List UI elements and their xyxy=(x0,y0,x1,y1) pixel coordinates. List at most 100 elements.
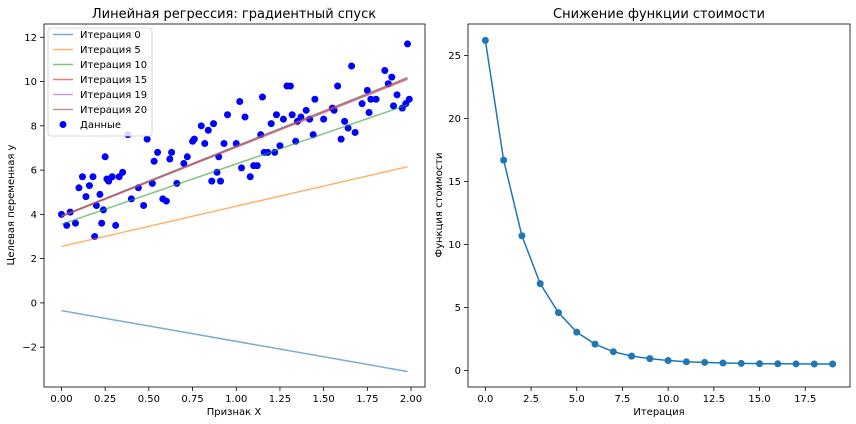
regression-axes-frame xyxy=(43,23,426,388)
data-point xyxy=(348,62,356,70)
data-point xyxy=(190,135,198,143)
legend-label: Итерация 15 xyxy=(80,75,147,86)
cost-x-tick-label: 10.0 xyxy=(657,394,679,405)
data-point xyxy=(246,173,254,181)
cost-point xyxy=(573,328,581,336)
regression-line xyxy=(61,166,408,248)
regression-line xyxy=(61,309,408,373)
cost-line xyxy=(484,40,833,365)
cost-x-axis-label: Итерация xyxy=(633,407,684,418)
legend-label: Итерация 20 xyxy=(80,105,147,116)
cost-axes-frame xyxy=(467,23,851,388)
data-point xyxy=(351,128,359,136)
cost-y-axis-label: Функция стоимости xyxy=(434,152,445,257)
regression-y-tick-label: 0 xyxy=(31,298,37,309)
regression-y-tick-label: 10 xyxy=(24,77,37,88)
cost-x-tick-label: 15.0 xyxy=(748,394,770,405)
data-point xyxy=(311,95,319,103)
regression-line xyxy=(61,76,408,217)
data-point xyxy=(78,173,86,181)
cost-point xyxy=(628,352,636,360)
cost-point xyxy=(664,357,672,365)
data-point xyxy=(162,197,170,205)
data-point xyxy=(272,111,280,119)
cost-point xyxy=(810,360,818,368)
regression-x-axis-label: Признак X xyxy=(207,407,262,418)
data-point xyxy=(381,66,389,74)
cost-x-tick-label: 0.0 xyxy=(477,394,493,405)
data-point xyxy=(168,148,176,156)
regression-y-tick-label: 4 xyxy=(31,210,37,221)
cost-point xyxy=(701,358,709,366)
data-point xyxy=(85,182,93,190)
data-point xyxy=(365,109,373,117)
data-point xyxy=(82,193,90,201)
regression-y-tick-label: 8 xyxy=(31,121,37,132)
data-point xyxy=(358,100,366,108)
data-point xyxy=(154,148,162,156)
regression-y-tick-label: −2 xyxy=(22,343,37,354)
data-point xyxy=(224,111,232,119)
data-point xyxy=(150,157,158,165)
data-point xyxy=(302,106,310,114)
data-point xyxy=(75,184,83,192)
cost-chart: Снижение функции стоимости 0.0 2.5 5.0 7.5 1… xyxy=(434,7,851,418)
legend-label: Итерация 5 xyxy=(80,45,141,56)
data-point xyxy=(119,168,127,176)
cost-y-tick-label: 25 xyxy=(448,51,461,62)
regression-ticks: 0.00 0.25 0.50 0.75 1.00 1.25 1.50 1.75 2.00 −2 0 2… xyxy=(22,33,422,405)
regression-x-tick-label: 1.25 xyxy=(269,394,291,405)
data-point xyxy=(388,73,396,81)
regression-chart: Линейная регрессия: градиентный спуск 0.… xyxy=(6,7,426,418)
regression-legend: Итерация 0 Итерация 5 Итерация 10 Итерация … xyxy=(47,27,153,137)
cost-x-tick-label: 5.0 xyxy=(569,394,585,405)
cost-x-tick-label: 7.5 xyxy=(614,394,630,405)
regression-y-tick-label: 12 xyxy=(24,33,37,44)
data-point xyxy=(341,117,349,125)
cost-point xyxy=(792,360,800,368)
data-point xyxy=(204,126,212,134)
regression-y-tick-label: 6 xyxy=(31,166,37,177)
data-point xyxy=(390,102,398,110)
data-point xyxy=(101,153,109,161)
data-point xyxy=(112,221,120,229)
cost-point xyxy=(481,36,489,44)
data-point xyxy=(180,159,188,167)
cost-point xyxy=(536,280,544,288)
data-point xyxy=(367,95,375,103)
data-point xyxy=(237,164,245,172)
cost-point xyxy=(518,232,526,240)
regression-x-tick-label: 0.75 xyxy=(181,394,203,405)
cost-y-tick-label: 15 xyxy=(448,177,461,188)
regression-line xyxy=(61,104,408,226)
cost-x-tick-label: 17.5 xyxy=(794,394,816,405)
cost-y-tick-label: 20 xyxy=(448,114,461,125)
regression-x-tick-label: 2.00 xyxy=(400,394,422,405)
cost-point xyxy=(609,348,617,356)
data-point xyxy=(220,140,228,148)
data-point xyxy=(96,190,104,198)
legend-box xyxy=(47,27,153,137)
regression-x-tick-label: 0.50 xyxy=(138,394,160,405)
legend-label: Итерация 0 xyxy=(80,30,141,41)
regression-chart-title: Линейная регрессия: градиентный спуск xyxy=(92,7,376,22)
data-point xyxy=(267,120,275,128)
data-point xyxy=(201,140,209,148)
data-point xyxy=(393,91,401,99)
cost-y-tick-label: 0 xyxy=(455,366,461,377)
regression-x-tick-label: 1.50 xyxy=(313,394,335,405)
cost-point xyxy=(591,340,599,348)
data-point xyxy=(334,82,342,90)
cost-point xyxy=(774,360,782,368)
data-point xyxy=(404,40,412,48)
data-point xyxy=(405,95,413,103)
regression-y-axis-label: Целевая переменная y xyxy=(6,144,17,265)
data-point xyxy=(208,177,216,185)
legend-marker-swatch xyxy=(59,121,67,128)
data-point xyxy=(217,177,225,185)
cost-point xyxy=(554,309,562,317)
legend-label: Данные xyxy=(80,120,121,131)
cost-point xyxy=(737,359,745,367)
regression-x-tick-label: 0.25 xyxy=(94,394,116,405)
